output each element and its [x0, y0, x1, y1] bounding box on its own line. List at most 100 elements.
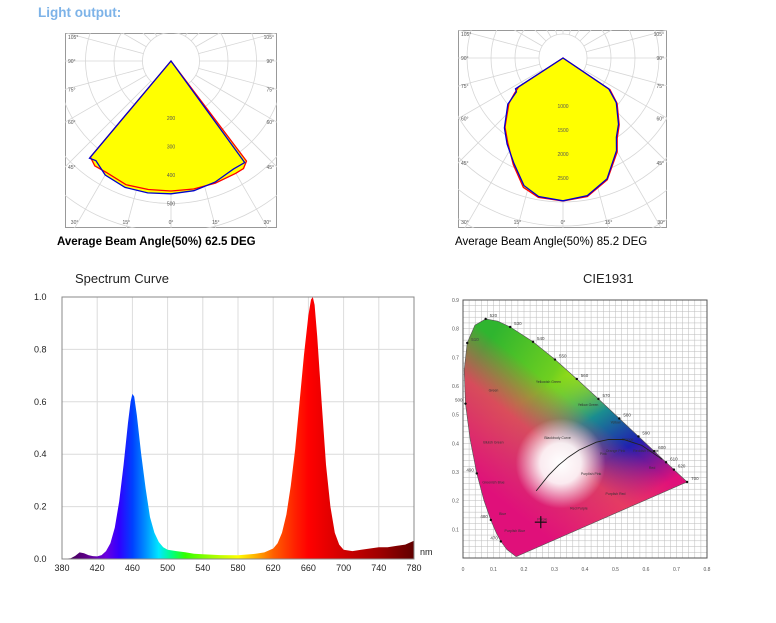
polar-chart-2: 1000 1500 2000 2500 105° 105° 90° 90° 75° 75° 60° 6… [458, 30, 667, 228]
y-tick-label: 0.4 [452, 441, 459, 447]
grid-radial-line [198, 67, 277, 90]
angle-label: 60° [68, 120, 76, 126]
x-tick-label: 0.8 [704, 567, 711, 573]
plot-frame [61, 296, 415, 560]
wavelength-dot [637, 435, 640, 438]
grid-radial-line [458, 30, 540, 53]
radial-label: 1000 [557, 104, 568, 110]
angle-label: 60° [461, 117, 469, 123]
radial-label: 400 [167, 173, 176, 179]
x-tick-label: 540 [195, 563, 210, 573]
spectrum-chart: 380 420 460 500 540 580 620 660 700 740 780 0.0 0.2 0… [34, 292, 433, 573]
wavelength-dot [499, 540, 503, 543]
intensity-curve-2 [503, 57, 620, 202]
y-tick-label: 0.6 [34, 397, 47, 407]
wavelength-label: 580 [623, 413, 631, 418]
grid-radial-line [458, 74, 547, 164]
x-tick-label: 0.7 [673, 567, 680, 573]
wavelength-label: 540 [537, 336, 545, 341]
y-tick-label: 0.0 [34, 554, 47, 564]
angle-label: 15° [212, 220, 220, 226]
y-tick-label: 0.9 [452, 298, 459, 304]
region-label: Purplish Red [605, 492, 625, 496]
angle-label: 75° [461, 84, 469, 90]
wavelength-dot [484, 317, 487, 321]
angle-label: 15° [514, 220, 522, 226]
angle-label: 75° [656, 84, 664, 90]
grid-radial-line [458, 69, 543, 120]
angle-label: 60° [656, 117, 664, 123]
angle-label: 105° [264, 35, 274, 41]
wavelength-label: 610 [670, 456, 678, 461]
x-tick-label: 0.4 [582, 567, 589, 573]
chromaticity-fill [464, 319, 688, 557]
y-tick-label: 0.4 [34, 449, 47, 459]
x-tick-label: 0.3 [551, 567, 558, 573]
angle-label: 105° [461, 32, 471, 38]
wavelength-label: 570 [602, 393, 610, 398]
wavelength-dot [508, 325, 512, 329]
wavelength-label: 600 [658, 445, 666, 450]
wavelength-dot [672, 468, 676, 471]
wavelength-label: 490 [466, 467, 474, 472]
wavelength-label: 590 [642, 430, 650, 435]
x-tick-label: 500 [160, 563, 175, 573]
wavelength-dot [653, 450, 656, 453]
x-tick-label: 380 [54, 563, 69, 573]
grid-radial-line [65, 80, 152, 168]
angle-label: 45° [68, 165, 76, 171]
cie-chart: Green Yellowish Green Yellow Green Yellow Or… [452, 298, 711, 573]
region-label: Red [649, 466, 655, 470]
angle-label: 0° [169, 220, 174, 226]
wavelength-dot [466, 341, 469, 345]
angle-label: 30° [461, 220, 469, 226]
x-tick-label: 780 [406, 563, 421, 573]
region-label: Red Purple [570, 506, 588, 510]
grid-radial-line [65, 33, 144, 55]
angle-label: 105° [654, 32, 664, 38]
angle-label: 45° [266, 165, 274, 171]
wavelength-label: 480 [480, 514, 488, 519]
cie-title: CIE1931 [583, 271, 634, 286]
x-tick-label: 0.6 [643, 567, 650, 573]
plot-frame [462, 299, 708, 559]
angle-label: 75° [68, 87, 76, 93]
grid-radial-line [583, 69, 667, 119]
angle-label: 0° [561, 220, 566, 226]
x-tick-label: 700 [336, 563, 351, 573]
angle-label: 90° [68, 59, 76, 65]
grid-radial-line [198, 33, 277, 55]
wavelength-dot [531, 340, 535, 343]
radial-label: 500 [167, 202, 176, 208]
y-tick-label: 0.8 [34, 344, 47, 354]
wavelength-dot [553, 358, 557, 361]
region-label: Bluish Green [483, 440, 503, 444]
angle-label: 30° [657, 220, 665, 226]
x-axis-unit: nm [420, 547, 433, 557]
y-tick-label: 0.5 [452, 413, 459, 419]
x-tick-label: 460 [125, 563, 140, 573]
grid-radial-line [458, 63, 540, 87]
section-title: Light output: [38, 5, 122, 20]
polar-chart-1: 200 300 400 500 105° 105° 90° 90° 75° 75° 60° 60° 45… [65, 33, 277, 228]
wavelength-dot [475, 472, 479, 475]
x-tick-label: 660 [301, 563, 316, 573]
region-label: Reddish Orange [633, 449, 659, 453]
x-tick-label: 580 [230, 563, 245, 573]
angle-label: 60° [266, 120, 274, 126]
x-tick-label: 420 [90, 563, 105, 573]
wavelength-dot [464, 402, 467, 405]
angle-label: 15° [122, 220, 130, 226]
radial-label: 300 [167, 145, 176, 151]
beam-angle-caption-2: Average Beam Angle(50%) 85.2 DEG [455, 236, 648, 248]
radial-label: 1500 [557, 128, 568, 134]
wavelength-label: 530 [514, 321, 522, 326]
angle-label: 90° [656, 56, 664, 62]
wavelength-dot [597, 397, 600, 401]
region-label: Blackbody Curve [544, 436, 571, 440]
angle-label: 105° [68, 35, 78, 41]
angle-label: 75° [266, 87, 274, 93]
angle-label: 45° [461, 161, 469, 167]
radial-label: 2500 [557, 176, 568, 182]
radial-label: 200 [167, 116, 176, 122]
